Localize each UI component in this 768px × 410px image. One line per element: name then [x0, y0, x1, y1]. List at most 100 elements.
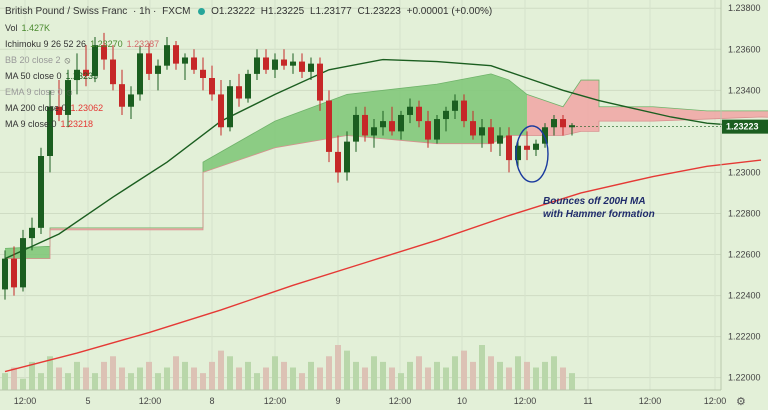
volume-bar	[470, 361, 476, 390]
candle-body	[74, 69, 80, 81]
indicator-label: Vol	[5, 23, 18, 33]
candle-body	[569, 125, 575, 128]
ichimoku-cloud	[527, 80, 768, 136]
x-tick-label: 12:00	[389, 396, 412, 406]
eye-hidden-icon[interactable]: ⦸	[64, 55, 71, 65]
annotation-line-2: with Hammer formation	[543, 209, 655, 220]
volume-bar	[380, 361, 386, 390]
y-tick-label: 1.23400	[728, 85, 761, 95]
candle-body	[551, 119, 557, 128]
volume-bar	[461, 350, 467, 390]
volume-bar	[398, 373, 404, 390]
volume-bar	[101, 361, 107, 390]
candle-body	[254, 57, 260, 74]
candle-body	[110, 59, 116, 85]
volume-bar	[335, 345, 341, 390]
volume-bar	[29, 361, 35, 390]
candle-body	[20, 238, 26, 288]
candle-body	[299, 61, 305, 72]
candle-body	[416, 106, 422, 122]
volume-bar	[434, 361, 440, 390]
candle-body	[173, 45, 179, 64]
candle-body	[335, 151, 341, 173]
indicator-ma50[interactable]: MA 50 close 0 1.23235	[5, 68, 495, 84]
volume-bar	[128, 373, 134, 390]
last-price-label: 1.23223	[726, 122, 759, 132]
volume-bar	[245, 361, 251, 390]
volume-bar	[299, 373, 305, 390]
candle-body	[488, 127, 494, 144]
timeframe[interactable]: · 1h ·	[133, 6, 157, 17]
y-tick-label: 1.23600	[728, 44, 761, 54]
indicator-ma[interactable]: MA 9 close 0 1.23218	[5, 116, 495, 132]
ohlc-open: O1.23222	[211, 6, 256, 17]
volume-bar	[47, 356, 53, 390]
indicator-ichimoku[interactable]: Ichimoku 9 26 52 26 1.23270 1.23287	[5, 36, 495, 52]
candle-body	[38, 156, 44, 228]
indicator-value: 1.23270	[90, 39, 123, 49]
symbol-name[interactable]: British Pound / Swiss Franc	[5, 6, 128, 17]
candle-body	[2, 258, 8, 290]
volume-bar	[137, 367, 143, 390]
y-tick-label: 1.22000	[728, 373, 761, 383]
volume-bar	[83, 367, 89, 390]
candle-body	[272, 59, 278, 70]
candle-body	[83, 69, 89, 76]
candle-body	[281, 59, 287, 66]
candle-body	[353, 114, 359, 142]
candle-body	[164, 45, 170, 66]
x-tick-label: 12:00	[139, 396, 162, 406]
x-tick-label: 12:00	[639, 396, 662, 406]
ma200-line	[4, 159, 762, 373]
x-tick-label: 9	[335, 396, 340, 406]
candle-body	[506, 135, 512, 161]
candle-body	[308, 63, 314, 72]
x-tick-label: 12:00	[514, 396, 537, 406]
indicator-bb[interactable]: BB 20 close 2 ⦸	[5, 52, 495, 68]
candle-body	[119, 84, 125, 107]
indicator-vol[interactable]: Vol 1.427K	[5, 20, 495, 36]
indicator-ma200[interactable]: MA 200 close 0 1.23062	[5, 100, 495, 116]
candle-body	[497, 135, 503, 144]
candle-body	[200, 69, 206, 78]
ichimoku-cloud	[5, 227, 50, 259]
gear-icon[interactable]: ⚙	[736, 395, 746, 408]
indicator-label: Ichimoku 9 26 52 26	[5, 39, 87, 49]
candle-body	[389, 121, 395, 132]
candle-body	[461, 100, 467, 122]
volume-bar	[524, 361, 530, 390]
candle-body	[524, 145, 530, 150]
candle-body	[191, 57, 197, 70]
volume-bar	[65, 373, 71, 390]
indicator-value: 1.427K	[21, 23, 51, 33]
volume-bar	[209, 361, 215, 390]
x-tick-label: 12:00	[264, 396, 287, 406]
x-tick-label: 10	[457, 396, 467, 406]
chart-annotation: Bounces off 200H MA with Hammer formatio…	[543, 195, 655, 221]
candle-body	[227, 86, 233, 128]
volume-bar	[353, 361, 359, 390]
volume-bar	[218, 350, 224, 390]
volume-bar	[362, 367, 368, 390]
volume-bar	[344, 350, 350, 390]
eye-hidden-icon[interactable]: ⦸	[66, 87, 73, 97]
candle-body	[245, 73, 251, 99]
indicator-ema[interactable]: EMA 9 close 0 ⦸	[5, 84, 495, 100]
volume-bar	[281, 361, 287, 390]
volume-bar	[74, 361, 80, 390]
ohlc-low: L1.23177	[309, 6, 352, 17]
volume-bar	[533, 367, 539, 390]
annotation-line-1: Bounces off 200H MA	[543, 196, 646, 207]
candle-body	[218, 94, 224, 128]
candle-body	[443, 110, 449, 120]
indicator-value: 1.23062	[70, 103, 104, 113]
volume-bar	[254, 373, 260, 390]
volume-bar	[425, 367, 431, 390]
volume-bar	[326, 356, 332, 390]
volume-bar	[569, 373, 575, 390]
x-tick-label: 8	[209, 396, 214, 406]
volume-bar	[290, 367, 296, 390]
candle-body	[47, 106, 53, 156]
